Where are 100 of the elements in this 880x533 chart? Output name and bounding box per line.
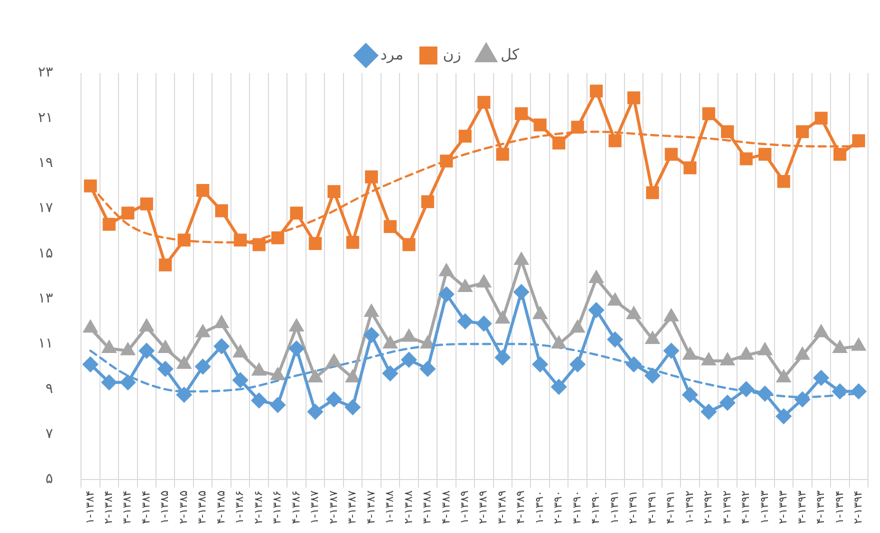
y-tick-label: ۱۷: [38, 200, 54, 216]
x-tick-label: ۱-۱۳۸۶: [233, 490, 246, 524]
point: [458, 130, 472, 143]
point: [382, 366, 398, 381]
point: [814, 325, 828, 338]
point: [627, 91, 640, 104]
x-tick-label: ۴-۱۳۸۷: [364, 490, 378, 524]
x-tick-label: ۲-۱۳۹۴: [851, 490, 864, 524]
point: [458, 314, 473, 329]
point: [701, 404, 716, 420]
point: [514, 284, 529, 300]
point: [533, 307, 547, 320]
point: [384, 336, 397, 348]
x-tick-label: ۲-۱۳۸۵: [176, 490, 190, 524]
point: [776, 408, 792, 424]
point: [178, 234, 191, 247]
x-tick-label: ۳-۱۳۸۶: [270, 490, 284, 524]
point: [290, 206, 303, 220]
point: [271, 368, 284, 380]
point: [289, 341, 304, 356]
point: [477, 276, 491, 288]
point: [177, 356, 191, 369]
x-tick-label: ۴-۱۳۹۲: [739, 490, 752, 524]
point: [140, 320, 154, 332]
point: [158, 361, 173, 376]
point: [496, 312, 510, 324]
y-tick-label: ۱۳: [38, 290, 54, 306]
point: [758, 343, 772, 356]
point: [290, 320, 304, 332]
x-tick-label: ۳-۱۳۹۳: [795, 490, 808, 524]
point: [757, 386, 772, 402]
point: [401, 352, 416, 368]
y-tick-label: ۱۱: [38, 336, 54, 352]
y-tick-label: ۹: [46, 380, 54, 397]
point: [234, 234, 247, 247]
x-tick-label: ۲-۱۳۸۸: [402, 490, 415, 524]
point: [682, 387, 698, 402]
point: [738, 382, 754, 397]
point: [196, 184, 210, 197]
point: [646, 186, 659, 200]
point: [252, 238, 266, 252]
point: [495, 350, 510, 366]
point: [514, 252, 528, 265]
point: [852, 134, 866, 148]
x-tick-label: ۱-۱۳۹۰: [532, 490, 546, 524]
x-tick-label: ۳-۱۳۸۹: [495, 490, 508, 524]
x-tick-label: ۱-۱۳۹۱: [608, 490, 621, 524]
x-tick-label: ۱-۱۳۸۸: [383, 490, 396, 524]
point: [776, 370, 790, 382]
x-tick-label: ۲-۱۳۸۶: [252, 490, 265, 524]
point: [702, 353, 716, 366]
point: [664, 148, 678, 161]
point: [570, 356, 586, 372]
point: [420, 361, 436, 376]
point: [140, 198, 154, 210]
point: [477, 96, 490, 109]
point: [608, 294, 622, 306]
point: [438, 286, 454, 302]
point: [796, 348, 810, 360]
point: [365, 170, 378, 184]
point: [402, 238, 416, 252]
x-tick-label: ۴-۱۳۸۶: [289, 490, 302, 524]
point: [196, 325, 210, 338]
point: [440, 264, 454, 276]
point: [346, 236, 360, 249]
point: [684, 161, 696, 174]
point: [308, 370, 322, 382]
point: [345, 400, 360, 415]
x-tick-label: ۳-۱۳۹۱: [645, 490, 658, 524]
y-tick-label: ۲۳: [38, 64, 54, 81]
x-tick-label: ۱-۱۳۹۲: [682, 490, 696, 524]
point: [590, 271, 604, 284]
point: [139, 343, 154, 358]
x-tick-label: ۴-۱۳۸۹: [514, 490, 528, 524]
point: [814, 112, 828, 125]
point: [215, 204, 228, 218]
point: [664, 309, 678, 322]
point: [214, 338, 230, 354]
point: [740, 152, 753, 166]
x-tick-label: ۲-۱۳۹۰: [552, 490, 565, 524]
point: [214, 316, 228, 328]
point: [551, 379, 566, 394]
point: [833, 148, 846, 161]
point: [740, 348, 753, 360]
point: [626, 356, 642, 372]
y-tick-label: ۱۹: [38, 154, 54, 171]
point: [496, 148, 510, 161]
point: [420, 336, 434, 348]
point: [794, 392, 810, 407]
point: [308, 237, 322, 250]
point: [176, 387, 192, 402]
x-tick-label: ۱-۱۳۸۷: [308, 490, 322, 524]
point: [720, 353, 734, 366]
point: [102, 218, 116, 231]
point: [234, 346, 247, 358]
point: [476, 316, 492, 332]
x-tick-label: ۲-۱۳۸۷: [326, 490, 340, 524]
point: [588, 302, 604, 318]
point: [271, 231, 284, 244]
x-tick-label: ۲-۱۳۸۴: [102, 490, 116, 524]
